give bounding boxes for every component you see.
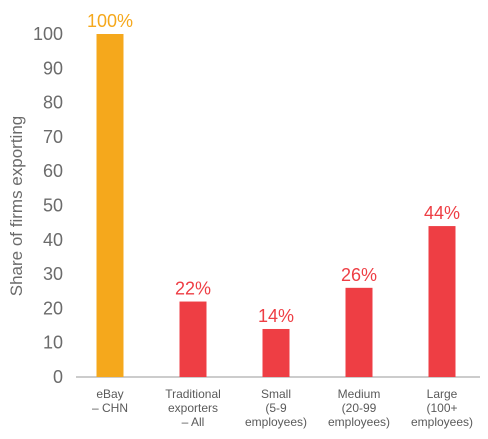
category-label-line: eBay	[96, 387, 123, 401]
category-label: Medium (20-99 employees)	[328, 387, 390, 429]
y-tick-label: 70	[43, 127, 63, 147]
y-tick-label: 40	[43, 230, 63, 250]
bar	[179, 301, 207, 377]
category-label-line: Small	[261, 387, 291, 401]
bar-value-label: 100%	[87, 11, 133, 31]
y-tick-label: 90	[43, 58, 63, 78]
category-label-line: (5-9	[265, 401, 287, 415]
bar	[262, 328, 290, 377]
y-axis-title: Share of firms exporting	[7, 116, 26, 296]
bar-value-label: 26%	[341, 265, 377, 285]
data-labels: 100% 22% 14% 26% 44%	[87, 11, 460, 326]
y-tick-label: 100	[33, 24, 63, 44]
bar-value-label: 14%	[258, 306, 294, 326]
y-axis-ticks: 0 10 20 30 40 50 60 70 80 90 100	[33, 24, 63, 387]
category-label: eBay – CHN	[92, 387, 128, 415]
category-label: Small (5-9 employees)	[245, 387, 307, 429]
category-label-line: Large	[427, 387, 458, 401]
y-tick-label: 10	[43, 333, 63, 353]
bar	[345, 287, 373, 377]
bars	[96, 34, 456, 377]
category-label: Large (100+ employees)	[411, 387, 473, 429]
category-label: Traditional exporters – All	[165, 387, 221, 429]
category-label-line: (20-99	[342, 401, 377, 415]
category-label-line: employees)	[328, 415, 390, 429]
bar-value-label: 22%	[175, 279, 211, 299]
y-tick-label: 60	[43, 161, 63, 181]
category-label-line: employees)	[411, 415, 473, 429]
y-tick-label: 0	[53, 367, 63, 387]
category-label-line: employees)	[245, 415, 307, 429]
category-label-line: Traditional	[165, 387, 221, 401]
bar	[428, 226, 456, 377]
category-label-line: Medium	[338, 387, 381, 401]
y-tick-label: 20	[43, 298, 63, 318]
bar	[96, 34, 124, 377]
y-tick-label: 30	[43, 264, 63, 284]
y-tick-label: 80	[43, 93, 63, 113]
category-label-line: – All	[182, 415, 205, 429]
category-label-line: exporters	[168, 401, 218, 415]
category-label-line: (100+	[426, 401, 457, 415]
bar-value-label: 44%	[424, 203, 460, 223]
y-tick-label: 50	[43, 196, 63, 216]
category-label-line: – CHN	[92, 401, 128, 415]
